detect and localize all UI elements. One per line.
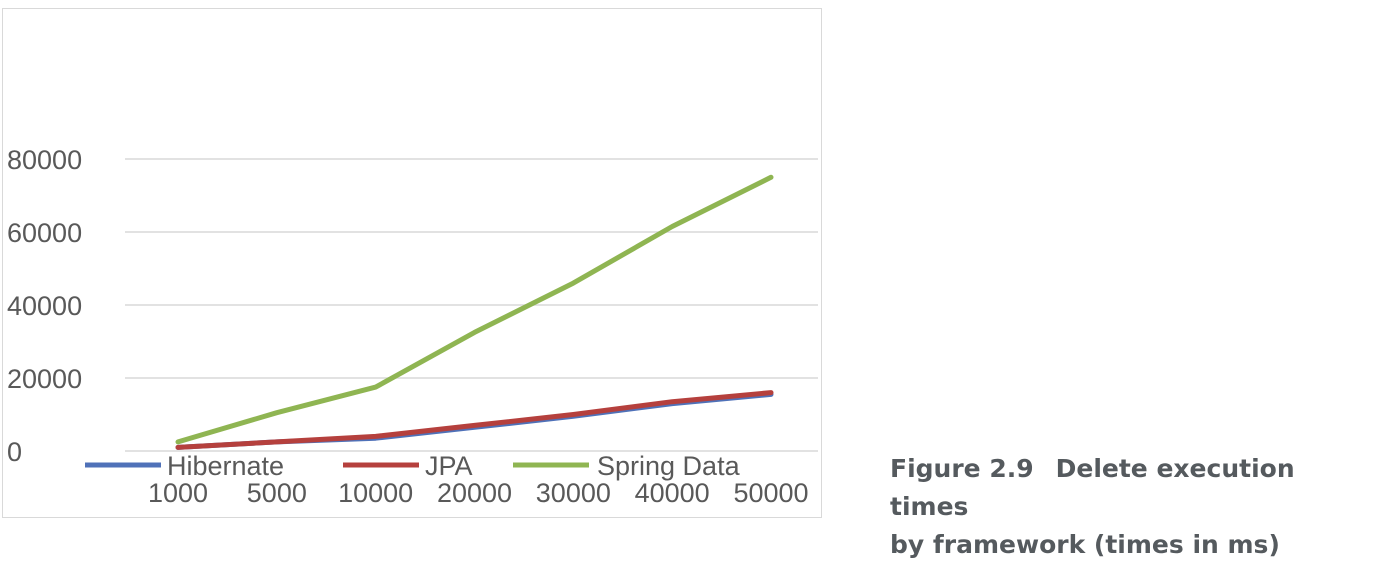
series-line-jpa <box>175 390 774 450</box>
x-tick-label: 50000 <box>733 478 808 508</box>
caption-line-1: Figure 2.9 Delete execution times <box>890 450 1378 526</box>
x-axis-ticks: 1000 5000 10000 20000 30000 40000 50000 <box>148 478 809 508</box>
caption-title: Delete execution times <box>890 454 1295 521</box>
figure-number: Figure 2.9 <box>890 454 1034 483</box>
legend: Hibernate JPA Spring Data <box>85 451 741 481</box>
y-tick-label: 40000 <box>7 291 82 321</box>
legend-label-jpa: JPA <box>425 451 473 481</box>
legend-label-spring-data: Spring Data <box>597 451 741 481</box>
figure-caption: Figure 2.9 Delete execution times by fram… <box>890 450 1378 564</box>
legend-label-hibernate: Hibernate <box>167 451 284 481</box>
gridlines <box>125 158 818 452</box>
x-tick-label: 40000 <box>635 478 710 508</box>
x-tick-label: 20000 <box>437 478 512 508</box>
series-lines <box>175 174 774 450</box>
x-tick-label: 5000 <box>247 478 307 508</box>
y-tick-label: 60000 <box>7 218 82 248</box>
series-line-spring-data <box>175 174 774 445</box>
y-tick-label: 80000 <box>7 145 82 175</box>
chart-area: 0 20000 40000 60000 80000 1000 5000 10000 20000… <box>2 8 822 518</box>
y-tick-label: 20000 <box>7 364 82 394</box>
x-tick-label: 10000 <box>338 478 413 508</box>
line-chart: 0 20000 40000 60000 80000 1000 5000 10000 20000… <box>7 145 818 508</box>
x-tick-label: 1000 <box>148 478 208 508</box>
y-axis-ticks: 0 20000 40000 60000 80000 <box>7 145 82 467</box>
y-tick-label: 0 <box>7 437 22 467</box>
x-tick-label: 30000 <box>536 478 611 508</box>
